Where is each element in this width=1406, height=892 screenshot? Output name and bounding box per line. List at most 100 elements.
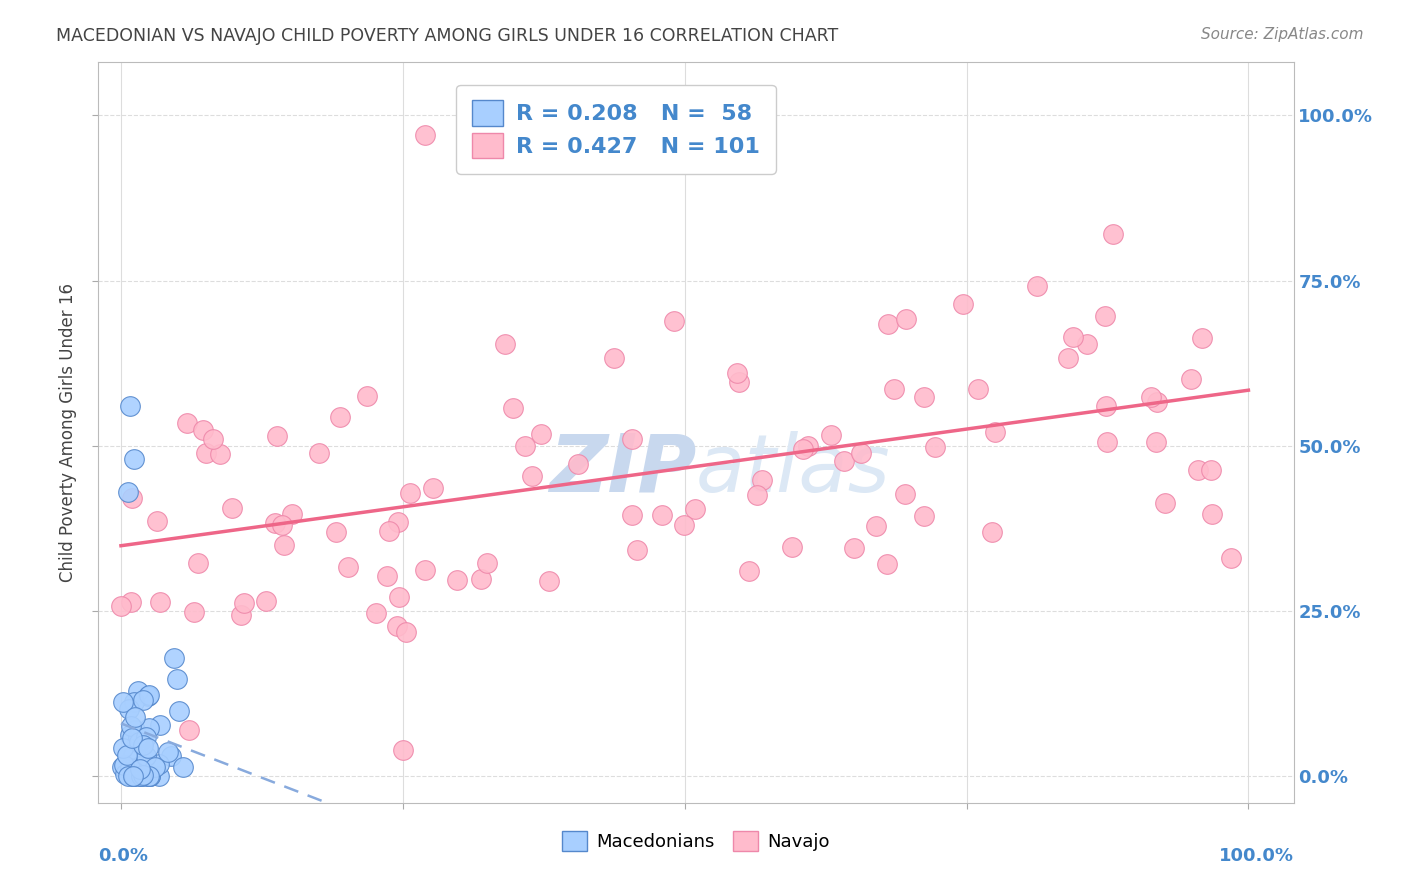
Point [176, 416, 198, 430]
Point [415, 128, 437, 143]
Text: atlas: atlas [696, 431, 891, 508]
Y-axis label: Child Poverty Among Girls Under 16: Child Poverty Among Girls Under 16 [59, 283, 77, 582]
Point [124, 710, 146, 724]
Point [1056, 351, 1078, 366]
Point [876, 317, 898, 331]
Point [148, 756, 170, 771]
Point [120, 595, 142, 609]
Point [1201, 508, 1223, 522]
Point [308, 446, 330, 460]
Point [672, 518, 695, 533]
Point [122, 769, 145, 783]
Point [177, 723, 200, 737]
Point [745, 488, 768, 502]
Point [337, 560, 360, 574]
Point [505, 141, 527, 155]
Point [125, 735, 148, 749]
Point [148, 769, 170, 783]
Point [876, 557, 898, 571]
Point [1095, 399, 1118, 413]
Point [780, 540, 803, 554]
Point [221, 501, 243, 516]
Text: 100.0%: 100.0% [1219, 847, 1294, 865]
Point [136, 689, 159, 703]
Point [110, 599, 132, 614]
Point [737, 564, 759, 578]
Point [385, 619, 408, 633]
Point [131, 768, 153, 782]
Point [883, 382, 905, 396]
Point [377, 569, 399, 583]
Point [796, 439, 818, 453]
Point [160, 749, 183, 764]
Point [129, 769, 152, 783]
Point [122, 769, 145, 783]
Point [1062, 330, 1084, 344]
Point [138, 769, 160, 783]
Point [120, 719, 142, 733]
Point [135, 730, 157, 744]
Point [195, 446, 218, 460]
Point [139, 769, 162, 783]
Point [392, 743, 415, 757]
Point [413, 564, 436, 578]
Point [1146, 395, 1168, 409]
Point [446, 574, 468, 588]
Point [399, 486, 422, 500]
Point [209, 447, 232, 461]
Point [129, 759, 152, 773]
Point [121, 731, 143, 745]
Point [114, 758, 136, 772]
Point [173, 760, 195, 774]
Point [114, 766, 136, 780]
Point [980, 525, 1002, 540]
Text: Source: ZipAtlas.com: Source: ZipAtlas.com [1201, 27, 1364, 42]
Point [621, 508, 644, 523]
Point [1026, 279, 1049, 293]
Point [167, 704, 190, 718]
Point [387, 516, 409, 530]
Point [132, 736, 155, 750]
Point [135, 769, 157, 783]
Point [121, 764, 143, 778]
Point [186, 556, 208, 570]
Point [118, 727, 141, 741]
Point [118, 761, 141, 775]
Point [522, 468, 544, 483]
Point [513, 439, 536, 453]
Point [475, 556, 498, 570]
Point [378, 524, 401, 538]
Point [138, 688, 160, 702]
Point [139, 769, 162, 783]
Point [537, 574, 560, 589]
Point [662, 314, 685, 328]
Point [231, 607, 253, 622]
Point [896, 312, 918, 326]
Point [117, 769, 139, 783]
Point [146, 514, 169, 528]
Point [366, 606, 388, 620]
Point [1076, 337, 1098, 351]
Legend: Macedonians, Navajo: Macedonians, Navajo [553, 822, 839, 861]
Point [792, 442, 814, 457]
Point [149, 718, 172, 732]
Point [111, 760, 134, 774]
Point [1094, 309, 1116, 323]
Point [266, 429, 288, 443]
Point [1191, 331, 1213, 345]
Point [124, 723, 146, 737]
Point [111, 695, 134, 709]
Point [1187, 463, 1209, 477]
Point [281, 507, 304, 521]
Point [620, 432, 643, 446]
Point [751, 473, 773, 487]
Point [132, 738, 155, 752]
Point [138, 721, 160, 735]
Point [122, 769, 145, 783]
Point [233, 596, 256, 610]
Point [849, 446, 872, 460]
Point [136, 740, 159, 755]
Point [1139, 390, 1161, 404]
Point [1154, 496, 1177, 510]
Point [683, 502, 706, 516]
